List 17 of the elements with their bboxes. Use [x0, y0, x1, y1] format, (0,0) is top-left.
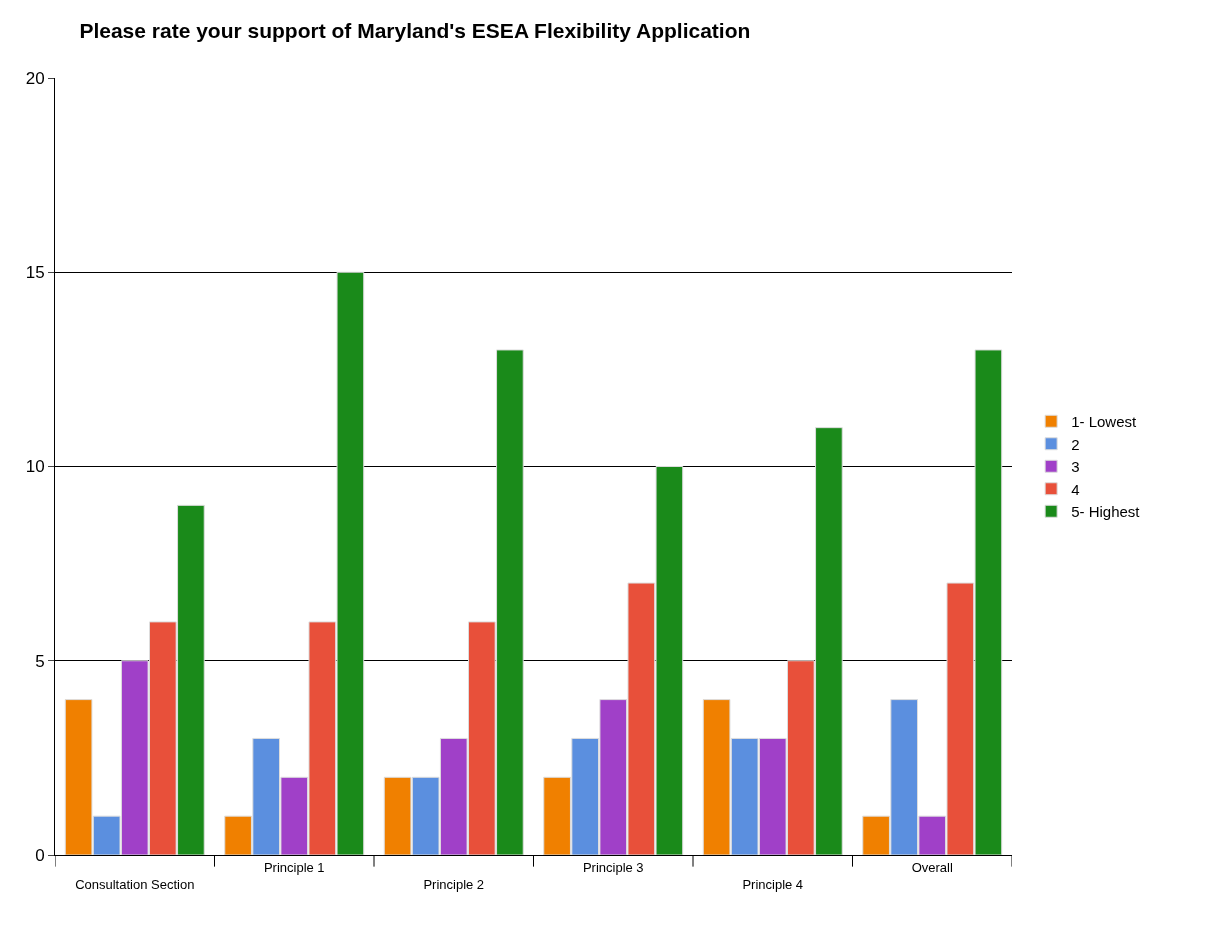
legend-label: 5- Highest: [1071, 503, 1141, 521]
legend-label: 2: [1071, 435, 1080, 453]
x-tick-label: Principle 2: [423, 876, 485, 892]
legend-label: 1- Lowest: [1071, 413, 1137, 431]
x-tick-label: Consultation Section: [75, 876, 195, 892]
x-tick-label: Principle 3: [582, 859, 644, 875]
y-tick-label: 5: [35, 651, 45, 671]
y-tick-label: 0: [35, 845, 45, 865]
legend-label: 3: [1071, 458, 1080, 476]
y-tick-label: 15: [25, 263, 45, 283]
y-tick-label: 10: [25, 457, 45, 477]
y-tick-label: 20: [25, 68, 45, 88]
x-tick-label: Principle 1: [263, 859, 325, 875]
x-tick-label: Overall: [911, 859, 953, 875]
chart-title: Please rate your support of Maryland's ESEA Flexibility Application: [79, 18, 751, 42]
x-tick-label: Principle 4: [742, 876, 804, 892]
legend-label: 4: [1071, 480, 1080, 498]
